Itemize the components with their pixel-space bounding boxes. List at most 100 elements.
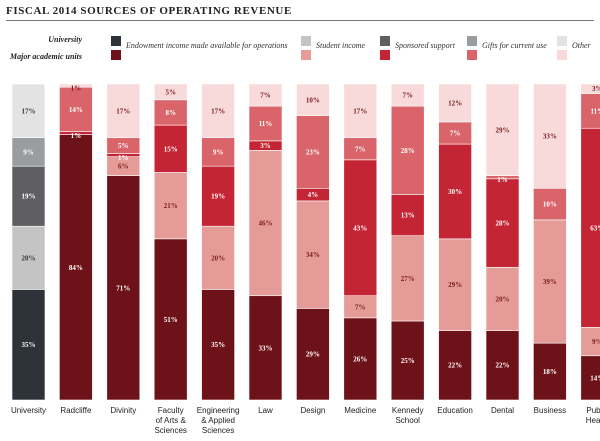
category-label: Engineering & Applied Sciences xyxy=(197,406,240,435)
data-label: 14% xyxy=(590,374,600,382)
data-label: 9% xyxy=(23,148,34,156)
legend-label: Endowment income made available for oper… xyxy=(126,41,288,50)
bar-segment xyxy=(438,238,472,331)
data-label: 46% xyxy=(259,220,273,228)
data-label: 12% xyxy=(448,99,462,107)
data-label: 28% xyxy=(496,220,510,228)
bar-segment xyxy=(11,289,46,401)
legend-swatch-university xyxy=(467,36,477,46)
data-label: 28% xyxy=(401,147,415,155)
chart-title: FISCAL 2014 SOURCES OF OPERATING REVENUE xyxy=(6,5,292,17)
data-label: 10% xyxy=(306,96,320,104)
bar-segment xyxy=(201,165,235,227)
bar-segment xyxy=(343,159,378,297)
bar-segment xyxy=(485,330,520,401)
category-label: Medicine xyxy=(344,406,377,415)
data-label: 33% xyxy=(543,133,557,141)
bar-segment xyxy=(248,150,283,297)
legend-label: Other xyxy=(572,41,591,50)
bar-segment xyxy=(343,83,378,139)
bar-segment xyxy=(11,83,46,139)
bar-segment xyxy=(153,172,188,240)
bar-segment xyxy=(248,83,283,107)
legend-swatch-units xyxy=(557,50,567,60)
data-label: 10% xyxy=(543,201,557,209)
legend-swatch-university xyxy=(301,36,311,46)
legend-swatch-units xyxy=(111,50,121,60)
data-label: 7% xyxy=(402,92,413,100)
data-label: 29% xyxy=(448,281,462,289)
data-label: 5% xyxy=(165,88,176,96)
data-label: 17% xyxy=(353,107,367,115)
data-label: 26% xyxy=(353,355,367,363)
category-label: PublicHealth xyxy=(586,406,600,425)
data-label: 35% xyxy=(22,341,36,349)
data-label: 17% xyxy=(22,107,36,115)
data-label: 43% xyxy=(353,224,367,232)
data-label: 17% xyxy=(116,107,130,115)
bar-segment xyxy=(580,83,600,94)
legend-label: Student income xyxy=(316,41,366,50)
data-label: 35% xyxy=(211,341,225,349)
category-label: Design xyxy=(300,406,325,415)
data-label: 7% xyxy=(260,92,271,100)
data-label: 7% xyxy=(450,129,461,137)
title-rule xyxy=(6,20,594,21)
bar-segment xyxy=(438,143,472,240)
data-label: 51% xyxy=(164,316,178,324)
data-label: 33% xyxy=(259,344,273,352)
legend-swatch-units xyxy=(467,50,477,60)
data-label: 22% xyxy=(496,362,510,370)
data-label: 3% xyxy=(260,142,271,150)
bar-segment xyxy=(485,83,520,176)
data-label: 9% xyxy=(592,338,600,346)
data-label: 25% xyxy=(401,357,415,365)
bar-segment xyxy=(390,83,425,107)
bar-segment xyxy=(59,86,93,132)
bar-segment xyxy=(296,200,330,309)
data-label: 20% xyxy=(496,295,510,303)
bar-segment xyxy=(59,83,93,88)
data-label: 13% xyxy=(401,212,415,220)
data-label: 11% xyxy=(259,120,273,128)
data-label: 27% xyxy=(401,275,415,283)
data-label: 29% xyxy=(496,126,510,134)
bar-segment xyxy=(201,225,235,290)
legend-label: Gifts for current use xyxy=(482,41,547,50)
bar-segment xyxy=(533,342,567,401)
bar-segment xyxy=(485,178,520,268)
bar-segment xyxy=(390,105,425,195)
bar-segment xyxy=(438,330,472,401)
legend-swatch-units xyxy=(380,50,390,60)
data-label: 9% xyxy=(213,148,224,156)
data-label: 19% xyxy=(22,193,36,201)
category-label: Kennedy School xyxy=(392,406,424,425)
bar-segment xyxy=(485,266,520,331)
data-label: 8% xyxy=(165,109,176,117)
category-label: Dental xyxy=(491,406,514,415)
bar-segment xyxy=(296,83,330,116)
data-label: 20% xyxy=(211,254,225,262)
bar-segment xyxy=(296,115,330,189)
data-label: 30% xyxy=(448,188,462,196)
data-label: 1% xyxy=(71,85,82,93)
data-label: 4% xyxy=(308,191,319,199)
bar-segment xyxy=(201,83,235,139)
bar-segment xyxy=(106,175,141,401)
data-label: 29% xyxy=(306,351,320,359)
data-label: 19% xyxy=(211,193,225,201)
data-label: 21% xyxy=(164,202,178,210)
bar-segment xyxy=(248,295,283,401)
data-label: 14% xyxy=(69,106,83,114)
bar-segment xyxy=(438,83,472,123)
bar-segment xyxy=(390,320,425,401)
data-label: 5% xyxy=(118,142,129,150)
category-label: Law xyxy=(258,406,273,415)
legend-swatch-university xyxy=(380,36,390,46)
bar-segment xyxy=(343,317,378,401)
data-label: 84% xyxy=(69,264,83,272)
bar-segment xyxy=(248,105,283,142)
category-label: Business xyxy=(534,406,566,415)
